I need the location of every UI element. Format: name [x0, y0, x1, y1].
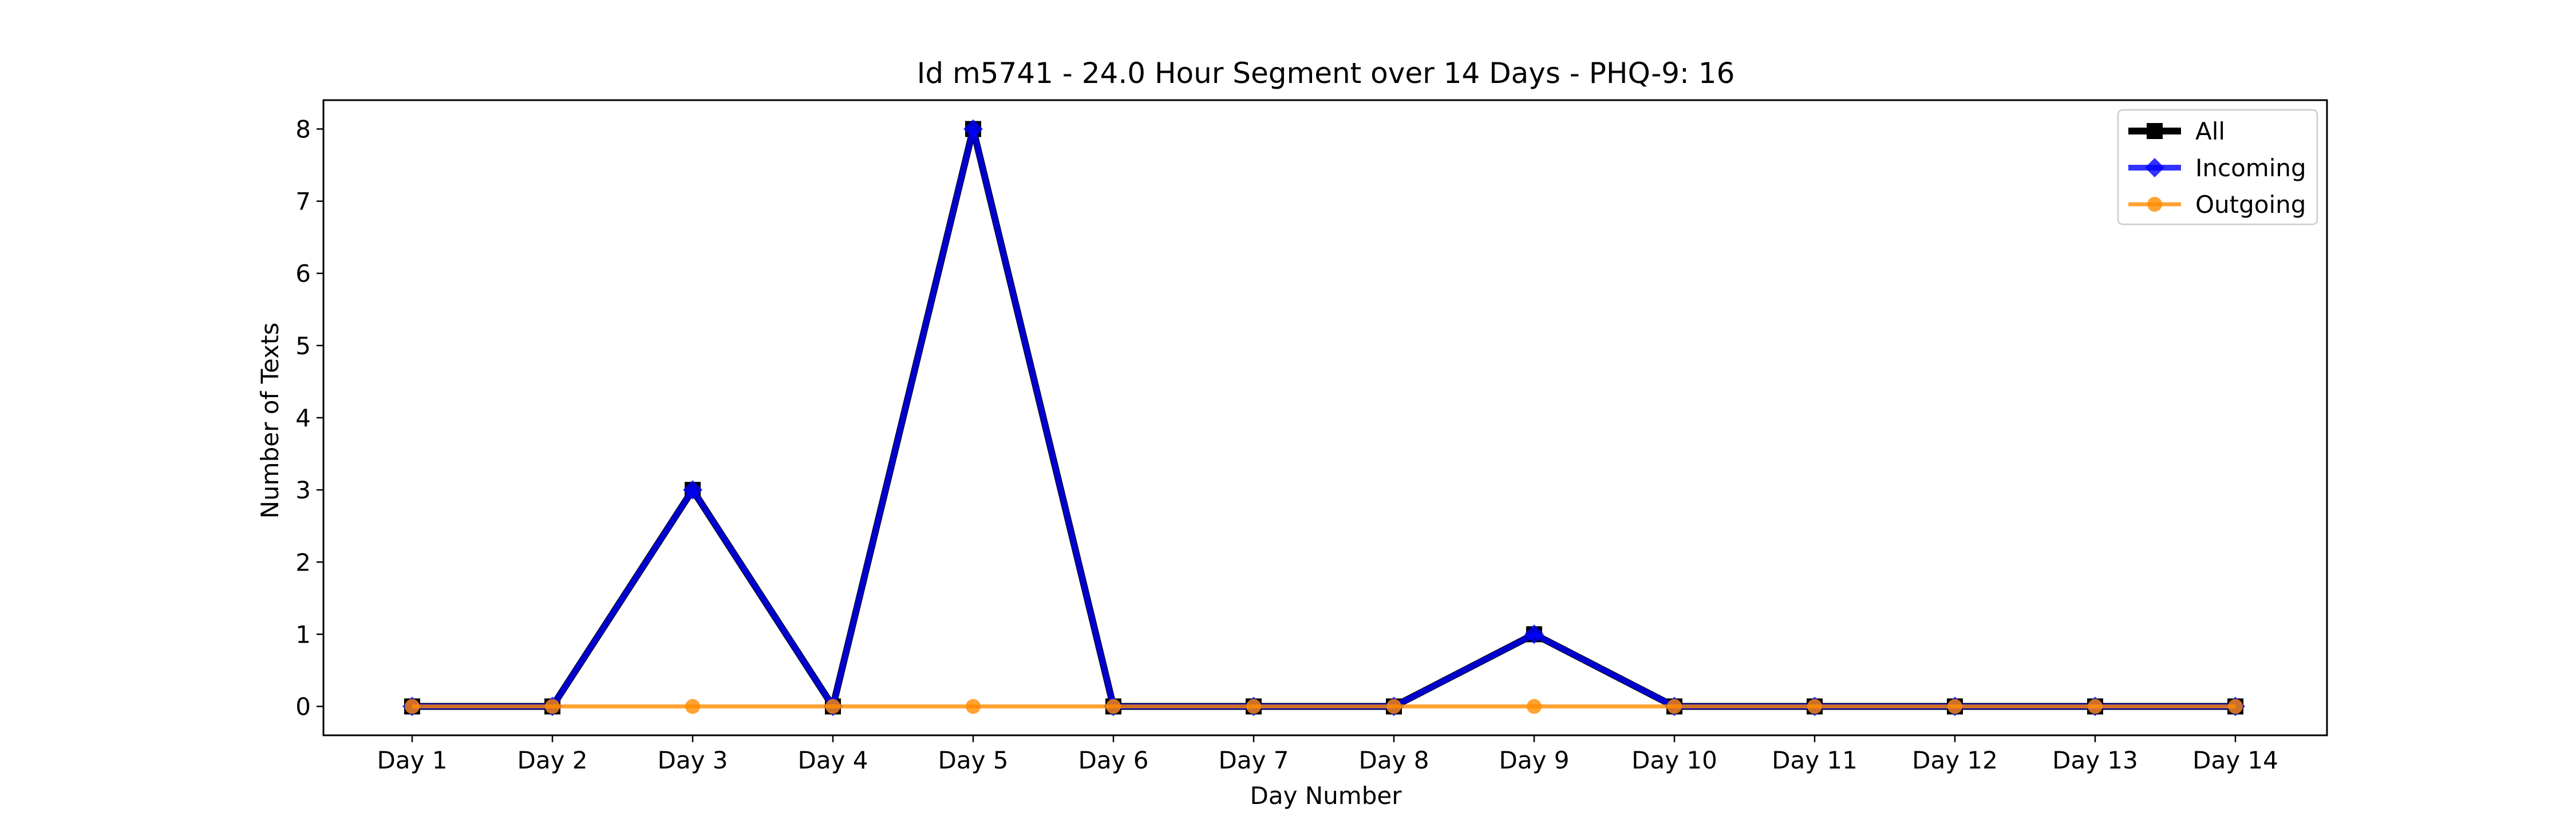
- data-point-incoming: [963, 119, 983, 139]
- data-point-outgoing: [825, 699, 840, 714]
- x-axis: Day 1 Day 2 Day 3 Day 4 Day 5 Day 6 Day 7 Day 8…: [377, 735, 2278, 774]
- x-tick-label: Day 14: [2192, 746, 2278, 774]
- data-point-outgoing: [1246, 699, 1261, 714]
- legend-marker-incoming: [2145, 158, 2164, 177]
- x-tick-label: Day 1: [377, 746, 447, 774]
- legend-item-incoming: Incoming: [2128, 154, 2306, 182]
- data-point-incoming: [1524, 624, 1544, 644]
- data-point-outgoing: [405, 699, 420, 714]
- y-axis-label: Number of Texts: [256, 323, 284, 519]
- legend-marker-all: [2147, 123, 2163, 139]
- legend-item-outgoing: Outgoing: [2128, 191, 2306, 219]
- x-tick-label: Day 10: [1631, 746, 1717, 774]
- data-point-outgoing: [1807, 699, 1822, 714]
- data-point-outgoing: [1106, 699, 1121, 714]
- x-tick-label: Day 11: [1772, 746, 1858, 774]
- legend-item-all: All: [2128, 117, 2225, 145]
- data-point-outgoing: [685, 699, 700, 714]
- series-layer: [402, 119, 2245, 716]
- x-tick-label: Day 5: [938, 746, 1008, 774]
- chart-title: Id m5741 - 24.0 Hour Segment over 14 Day…: [917, 57, 1735, 90]
- x-tick-label: Day 3: [657, 746, 728, 774]
- data-point-outgoing: [1386, 699, 1401, 714]
- x-tick-label: Day 13: [2052, 746, 2138, 774]
- y-axis: 0 1 2 3 4 5 6 7 8: [295, 115, 323, 721]
- x-tick-label: Day 9: [1499, 746, 1569, 774]
- series-outgoing: [405, 699, 2243, 714]
- legend-box: [2117, 109, 2318, 225]
- y-tick-label: 1: [295, 620, 311, 648]
- legend-label-incoming: Incoming: [2195, 154, 2306, 182]
- x-tick-label: Day 8: [1358, 746, 1429, 774]
- data-point-incoming: [683, 480, 702, 500]
- y-tick-label: 4: [295, 404, 311, 432]
- data-point-outgoing: [545, 699, 560, 714]
- data-point-outgoing: [1947, 699, 1962, 714]
- y-tick-label: 6: [295, 260, 311, 288]
- x-tick-label: Day 7: [1218, 746, 1289, 774]
- data-point-outgoing: [966, 699, 981, 714]
- y-tick-label: 5: [295, 332, 311, 360]
- y-tick-label: 3: [295, 476, 311, 504]
- x-tick-label: Day 4: [797, 746, 868, 774]
- x-tick-label: Day 6: [1078, 746, 1148, 774]
- legend: All Incoming Outgoing: [2117, 109, 2318, 225]
- legend-marker-outgoing: [2147, 197, 2162, 212]
- y-tick-label: 2: [295, 548, 311, 576]
- legend-label-all: All: [2195, 117, 2225, 145]
- data-point-outgoing: [2088, 699, 2103, 714]
- legend-label-outgoing: Outgoing: [2195, 191, 2306, 219]
- data-point-outgoing: [2228, 699, 2243, 714]
- x-axis-label: Day Number: [1250, 782, 1402, 810]
- x-tick-label: Day 2: [517, 746, 587, 774]
- data-point-outgoing: [1667, 699, 1682, 714]
- x-tick-label: Day 12: [1912, 746, 1998, 774]
- y-tick-label: 8: [295, 115, 311, 143]
- y-tick-label: 7: [295, 188, 311, 216]
- data-point-outgoing: [1527, 699, 1542, 714]
- y-tick-label: 0: [295, 693, 311, 721]
